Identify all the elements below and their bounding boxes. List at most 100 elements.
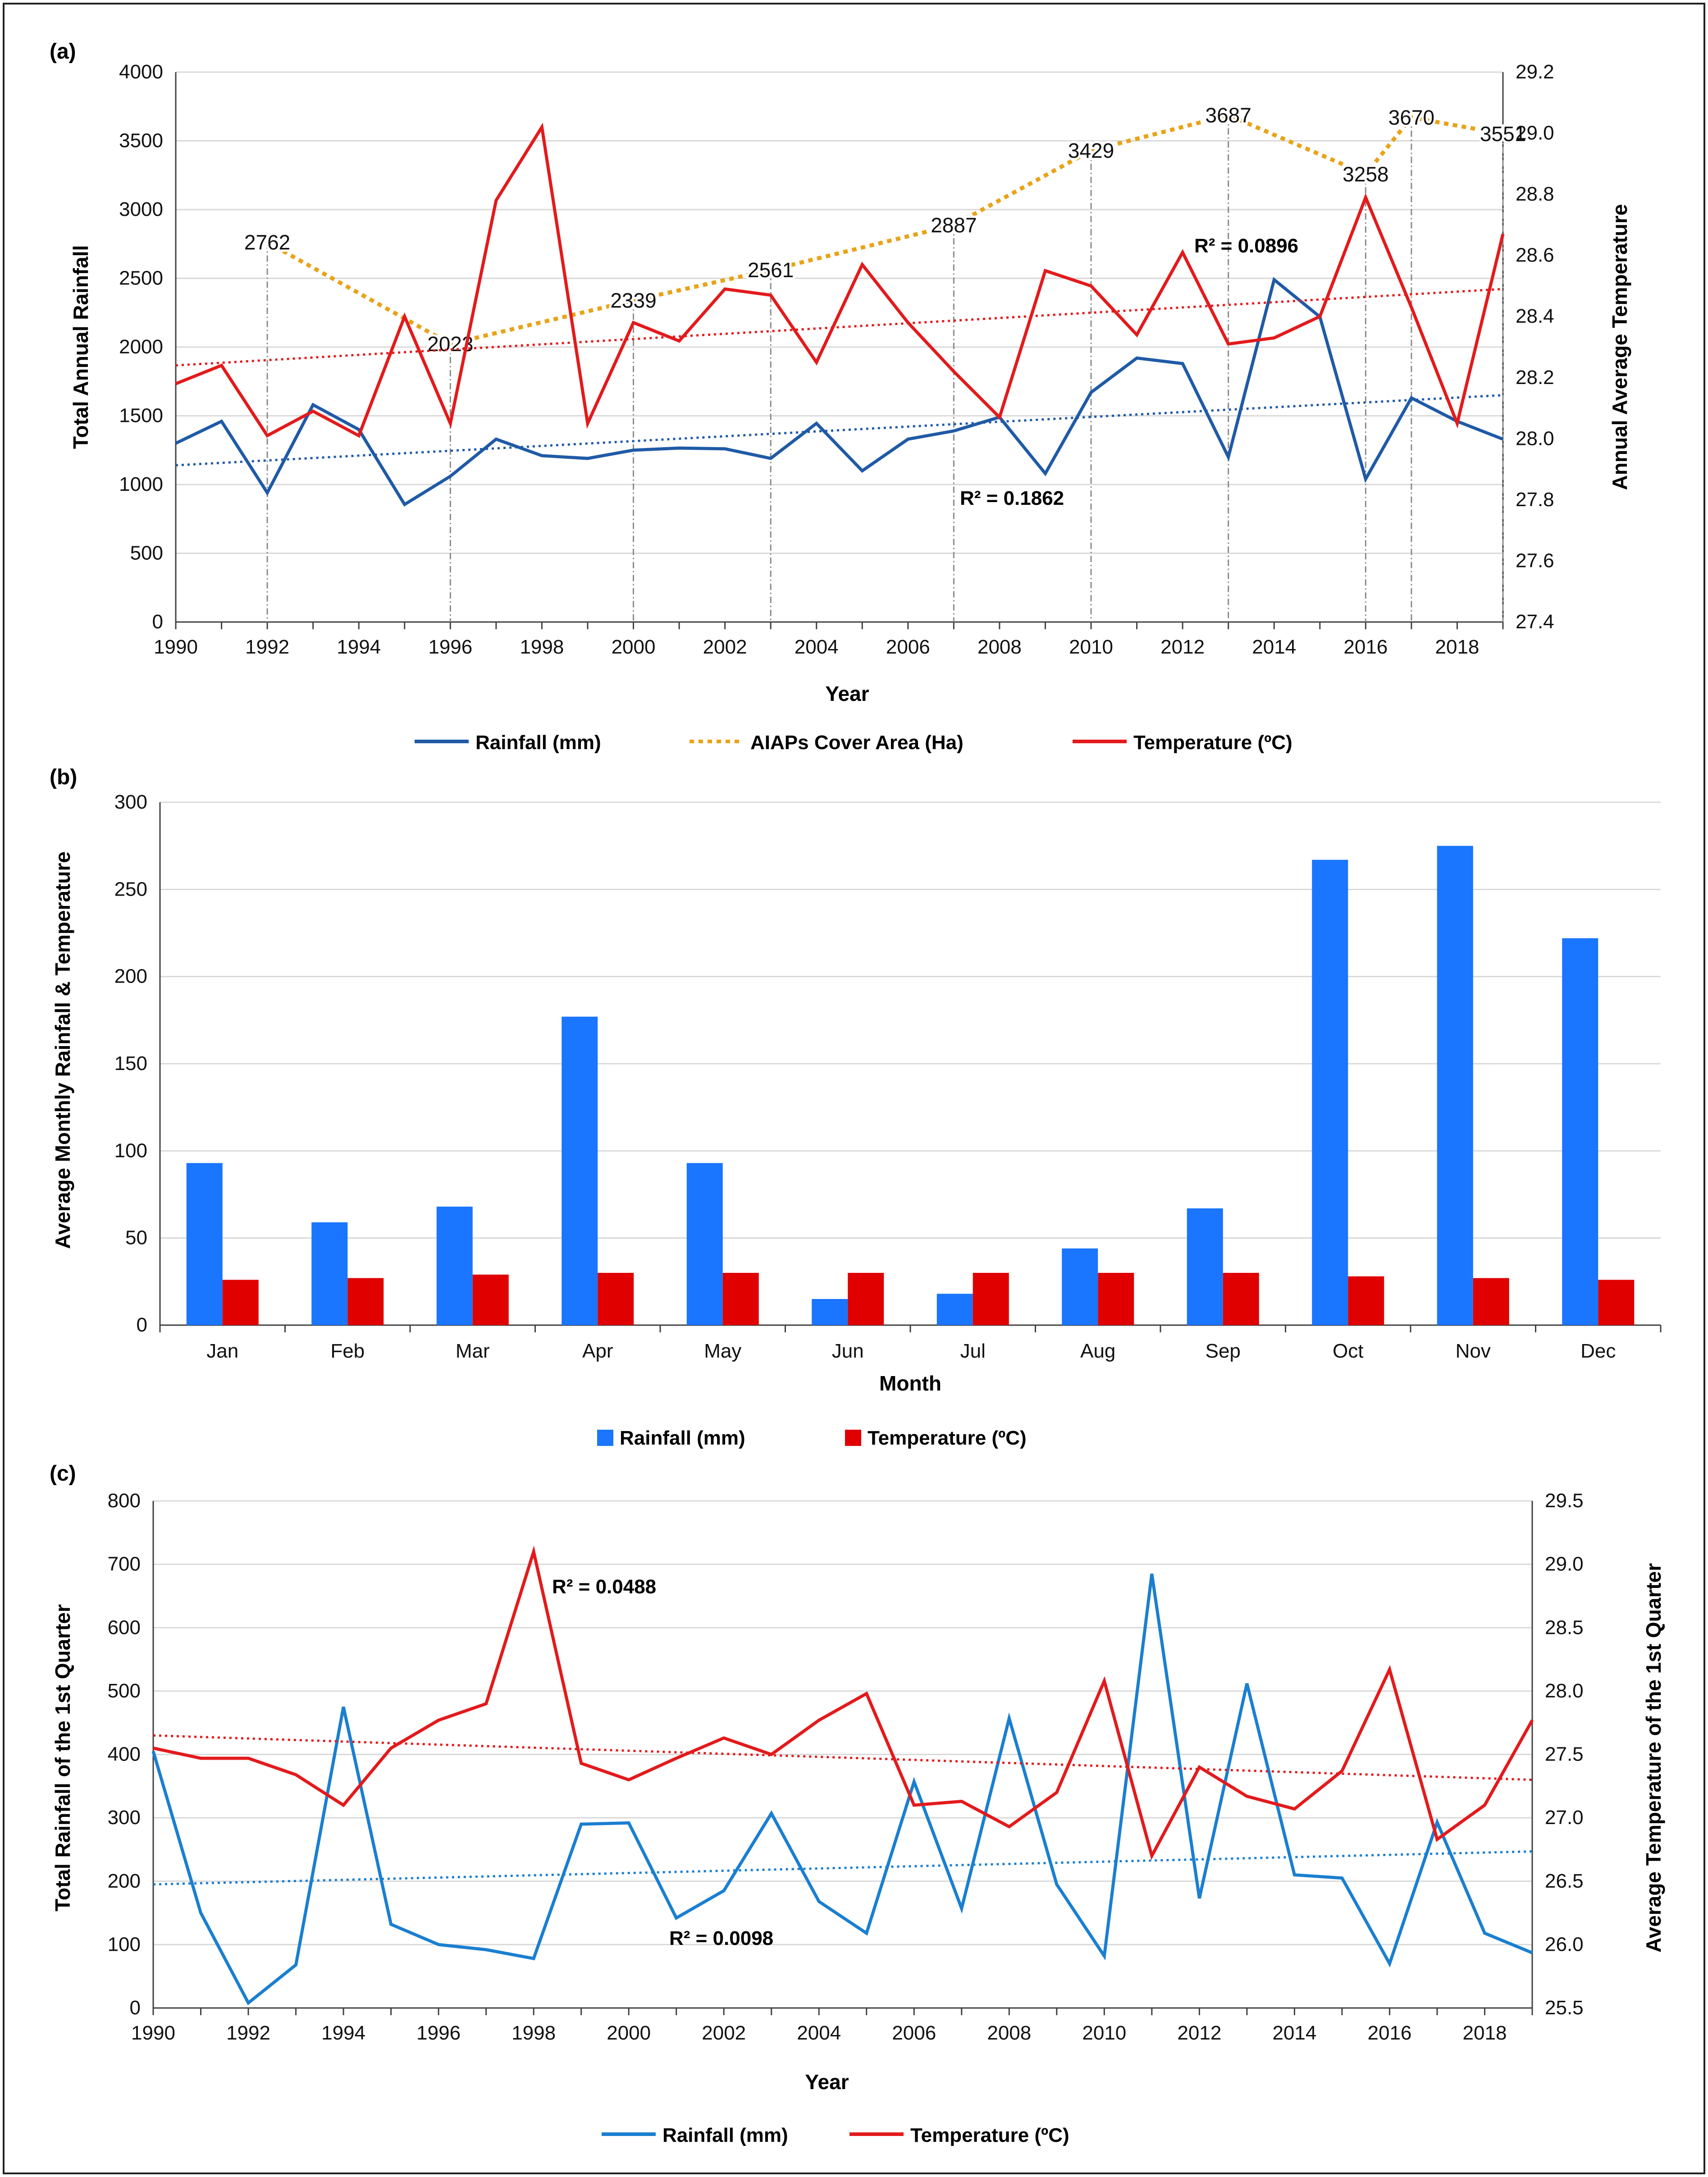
rainfall-bar-apr (562, 1016, 598, 1325)
panel-a-label: (a) (50, 40, 76, 64)
y-tick-label: 300 (108, 1807, 141, 1829)
temperature-bar-mar (472, 1274, 509, 1325)
x-tick-label: 2016 (1368, 2022, 1412, 2044)
y2-tick-label: 29.2 (1516, 61, 1554, 83)
panel-a-series-aiap-line (266, 113, 1503, 346)
y-tick-label: 300 (114, 791, 147, 813)
x-tick-label: 2012 (1177, 2022, 1221, 2044)
panel-a-rainfall-r2-label: R² = 0.1862 (960, 487, 1064, 509)
rainfall-bar-jul (936, 1294, 973, 1325)
y-tick-label: 500 (130, 542, 163, 564)
panel-c-ticks: 0 100 200 300 400 500 600 700 800 25.5 26.0 26.5 27.… (108, 1490, 1584, 2044)
y-tick-label: 100 (108, 1933, 141, 1955)
panel-c-rainfall-r2-label: R² = 0.0098 (669, 1927, 773, 1949)
x-tick-label: 1998 (520, 636, 564, 658)
month-tick-label: Dec (1580, 1340, 1616, 1362)
y2-tick-label: 28.0 (1516, 427, 1554, 449)
panel-a-series-0-line (175, 277, 1504, 507)
x-tick-label: 1990 (131, 2022, 175, 2044)
y-tick-label: 200 (108, 1870, 141, 1892)
aiap-data-label: 3258 (1343, 162, 1388, 186)
legend-temp-bar-label: Temperature (ºC) (868, 1427, 1027, 1449)
y-tick-label: 500 (108, 1680, 141, 1702)
y-tick-label: 1500 (119, 405, 163, 427)
y2-tick-label: 27.8 (1516, 489, 1554, 511)
panel-a-rainfall-aiap-temperature-chart: (a) 276220232339256128873429368732583670… (50, 40, 1631, 754)
panel-b-monthly-bar-chart: (b) 0 50 100 150 200 250 300 Jan Feb Mar Apr May Jun… (50, 765, 1662, 1449)
y-tick-label: 700 (108, 1553, 141, 1575)
y2-tick-label: 26.0 (1545, 1933, 1584, 1955)
panel-b-x-axis-title: Month (879, 1372, 941, 1395)
month-tick-label: Aug (1080, 1340, 1115, 1362)
temperature-bar-nov (1473, 1278, 1509, 1325)
y2-tick-label: 29.5 (1545, 1490, 1584, 1512)
panel-b-y-axis-title: Average Monthly Rainfall & Temperature (51, 851, 74, 1249)
panel-a-y2-axis-title: Annual Average Temperature (1608, 204, 1631, 490)
figure-border (3, 3, 1705, 2174)
x-tick-label: 1994 (321, 2022, 365, 2044)
y-tick-label: 600 (108, 1616, 141, 1638)
y-tick-label: 200 (114, 965, 147, 988)
panel-c-temperature-r2-label: R² = 0.0488 (552, 1576, 656, 1598)
x-tick-label: 2002 (702, 2022, 746, 2044)
y-tick-label: 800 (108, 1490, 141, 1512)
x-tick-label: 2014 (1272, 2022, 1316, 2044)
panel-a-temperature-r2-label: R² = 0.0896 (1194, 235, 1298, 257)
panel-c-x-axis-title: Year (805, 2070, 849, 2094)
aiap-data-label: 2339 (610, 289, 656, 312)
panel-a-legend: Rainfall (mm) AIAPs Cover Area (Ha) Temp… (415, 732, 1292, 754)
panel-c-trendline-1 (153, 1734, 1533, 1781)
y-tick-label: 0 (152, 611, 163, 633)
legend-rainfall-label: Rainfall (mm) (475, 732, 601, 754)
aiap-data-label: 3551 (1480, 122, 1526, 146)
panel-b-legend: Rainfall (mm) Temperature (ºC) (597, 1427, 1027, 1449)
temperature-bar-aug (1098, 1273, 1134, 1325)
x-tick-label: 1992 (245, 636, 289, 658)
x-tick-label: 1990 (154, 636, 198, 658)
y2-tick-label: 28.8 (1516, 183, 1554, 205)
x-tick-label: 2018 (1463, 2022, 1507, 2044)
y2-tick-label: 29.0 (1516, 122, 1554, 144)
y-tick-label: 250 (114, 878, 147, 900)
panel-a-ticks: 0 500 1000 1500 2000 2500 3000 3500 4000 27.4 27.6… (119, 61, 1554, 658)
month-tick-label: Nov (1456, 1340, 1491, 1362)
x-tick-label: 1994 (337, 636, 381, 658)
panel-a-guides (266, 115, 1504, 622)
aiap-data-label: 2762 (244, 231, 290, 254)
x-tick-label: 1996 (416, 2022, 461, 2044)
rainfall-bar-sep (1187, 1208, 1223, 1325)
panel-a-trendline-2 (175, 288, 1503, 367)
aiap-data-label: 3687 (1206, 103, 1251, 127)
aiap-data-label: 2561 (748, 258, 794, 282)
x-tick-label: 2018 (1435, 636, 1480, 658)
aiap-data-label: 2887 (931, 213, 977, 237)
panel-c-marks (151, 1545, 1534, 2006)
legend-temp-bar-swatch (845, 1430, 861, 1446)
x-tick-label: 2008 (987, 2022, 1031, 2044)
panel-c-first-quarter-chart: (c) 0 100 200 300 400 500 600 700 800 25.5 26.0 26.… (50, 1462, 1665, 2146)
month-tick-label: Jan (206, 1340, 238, 1362)
legend-c-rainfall-label: Rainfall (mm) (662, 2124, 788, 2146)
month-tick-label: Oct (1333, 1340, 1363, 1362)
panel-c-series-0-line (151, 1573, 1533, 2006)
x-tick-label: 2008 (977, 636, 1022, 658)
legend-temperature-label: Temperature (ºC) (1133, 732, 1292, 754)
x-tick-label: 1998 (511, 2022, 556, 2044)
y-tick-label: 0 (137, 1314, 147, 1336)
y-tick-label: 400 (108, 1743, 141, 1765)
x-tick-label: 2006 (886, 636, 930, 658)
x-tick-label: 2010 (1082, 2022, 1126, 2044)
x-tick-label: 2006 (892, 2022, 936, 2044)
rainfall-bar-dec (1562, 938, 1598, 1325)
y-tick-label: 3000 (119, 198, 163, 220)
panel-c-trendline-0 (153, 1850, 1533, 1886)
rainfall-bar-jan (186, 1163, 223, 1325)
y2-tick-label: 28.4 (1516, 305, 1554, 327)
temperature-bar-jun (848, 1273, 884, 1325)
panel-b-label: (b) (50, 765, 77, 789)
month-tick-label: Jul (960, 1340, 986, 1362)
y2-tick-label: 25.5 (1545, 1997, 1584, 2019)
rainfall-bar-jun (812, 1299, 848, 1325)
panel-c-y-axis-title: Total Rainfall of the 1st Quarter (51, 1604, 74, 1912)
